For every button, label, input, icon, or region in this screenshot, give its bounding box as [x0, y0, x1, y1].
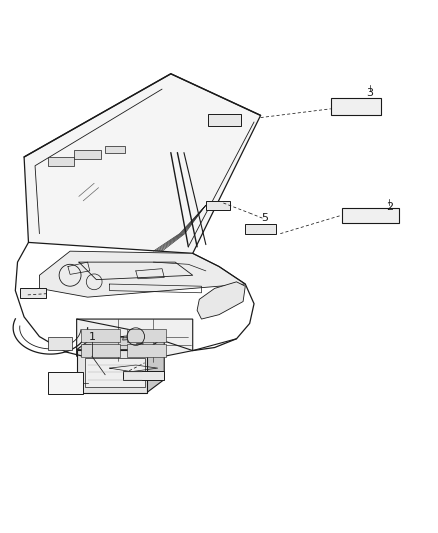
Polygon shape [147, 336, 164, 393]
Bar [206, 201, 230, 211]
Polygon shape [197, 282, 245, 319]
Polygon shape [85, 359, 145, 387]
Text: 1: 1 [88, 332, 95, 342]
Text: 2: 2 [386, 203, 393, 212]
Polygon shape [77, 350, 147, 393]
Bar [81, 344, 120, 357]
Bar [127, 344, 166, 357]
Polygon shape [136, 344, 143, 346]
Bar [208, 114, 241, 126]
Bar [48, 373, 83, 393]
Polygon shape [77, 336, 164, 350]
Polygon shape [77, 319, 193, 363]
Polygon shape [39, 251, 245, 297]
Bar [105, 146, 125, 154]
Polygon shape [96, 336, 119, 341]
Bar [74, 150, 101, 159]
Bar [331, 98, 381, 115]
Bar [245, 224, 276, 233]
Bar [342, 208, 399, 223]
Polygon shape [83, 344, 91, 348]
Bar [48, 157, 74, 166]
Text: 5: 5 [261, 213, 268, 223]
Text: 3: 3 [367, 88, 374, 99]
Polygon shape [123, 335, 141, 340]
Polygon shape [24, 74, 261, 253]
Bar [48, 336, 72, 350]
Bar [20, 288, 46, 298]
Bar [123, 371, 164, 381]
Bar [81, 329, 120, 342]
Bar [127, 329, 166, 342]
